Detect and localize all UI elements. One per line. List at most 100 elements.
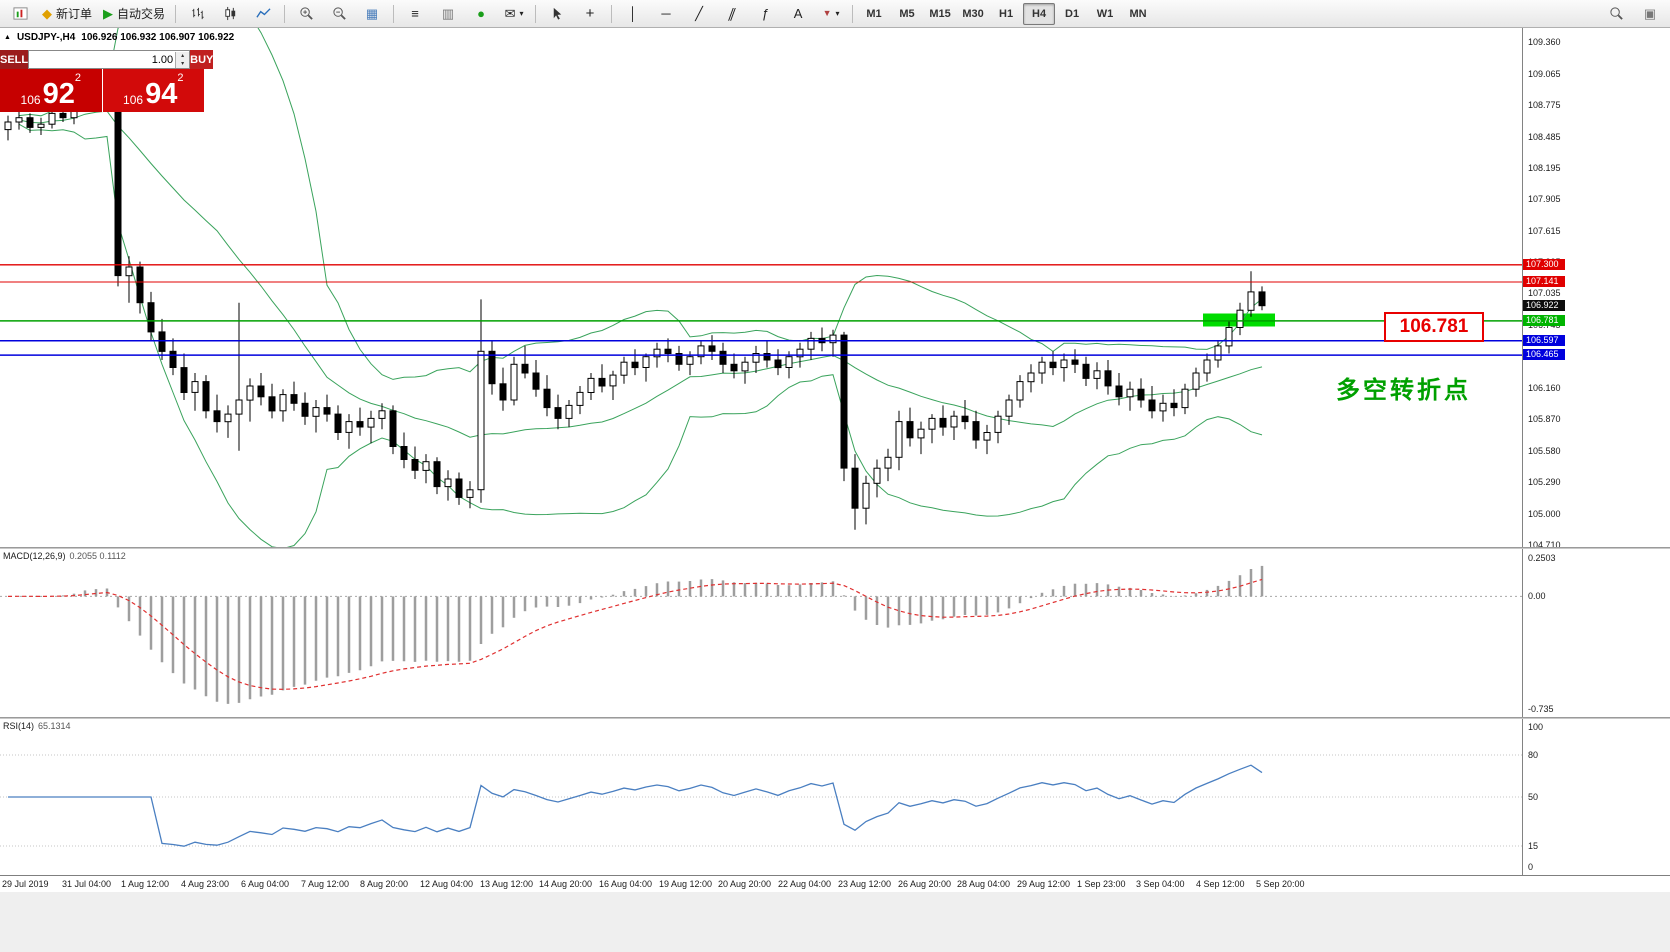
- arrows-tool-button[interactable]: ▼ ▾: [815, 2, 847, 26]
- main-toolbar: ◆ 新订单 ▶ 自动交易 ▦ ≡ ▥: [0, 0, 1670, 28]
- price-annotation-box[interactable]: 106.781: [1384, 312, 1484, 342]
- buy-button[interactable]: BUY: [190, 50, 213, 69]
- chart-note-text[interactable]: 多空转折点: [1336, 370, 1471, 405]
- price-tag-label: 107.300: [1523, 259, 1565, 270]
- rsi-panel: RSI(14)65.1314: [0, 719, 1522, 875]
- chevron-down-icon: ▾: [519, 10, 523, 18]
- search-button[interactable]: [1600, 2, 1632, 26]
- price-tag-label: 106.781: [1523, 315, 1565, 326]
- autotrading-button[interactable]: ▶ 自动交易: [98, 2, 170, 26]
- timeframe-button-d1[interactable]: D1: [1056, 3, 1088, 25]
- vertical-line-button[interactable]: │: [617, 2, 649, 26]
- zoom-out-icon: [332, 6, 347, 21]
- buy-price-big-digits: 94: [145, 80, 177, 109]
- volume-input[interactable]: [29, 53, 175, 67]
- cursor-button[interactable]: [541, 2, 573, 26]
- volume-decrease-button[interactable]: ▾: [176, 60, 189, 68]
- autotrading-label: 自动交易: [117, 5, 165, 22]
- time-axis-label: 4 Sep 12:00: [1196, 879, 1245, 889]
- macd-tick: 0.2503: [1528, 553, 1556, 563]
- sell-button[interactable]: SELL: [0, 50, 28, 69]
- price-axis[interactable]: 109.360109.065108.775108.485108.195107.9…: [1522, 28, 1670, 547]
- macd-chart[interactable]: [0, 549, 1522, 717]
- crosshair-button[interactable]: +: [574, 2, 606, 26]
- timeframe-button-h1[interactable]: H1: [990, 3, 1022, 25]
- main-chart-panel: ▲ USDJPY-,H4 106.926 106.932 106.907 106…: [0, 28, 1522, 547]
- navigator-button[interactable]: ▥: [432, 2, 464, 26]
- horizontal-line-button[interactable]: ─: [650, 2, 682, 26]
- data-window-button[interactable]: ≡: [399, 2, 431, 26]
- time-axis-label: 31 Jul 04:00: [62, 879, 111, 889]
- sell-price-prefix: 106: [21, 93, 41, 107]
- collapse-arrow-icon[interactable]: ▲: [4, 34, 11, 41]
- zoom-out-button[interactable]: [323, 2, 355, 26]
- rsi-chart[interactable]: [0, 719, 1522, 875]
- timeframe-button-w1[interactable]: W1: [1089, 3, 1121, 25]
- timeframe-button-mn[interactable]: MN: [1122, 3, 1154, 25]
- trendline-button[interactable]: ╱: [683, 2, 715, 26]
- time-axis-label: 6 Aug 04:00: [241, 879, 289, 889]
- time-axis-label: 12 Aug 04:00: [420, 879, 473, 889]
- symbol-name: USDJPY-,H4: [17, 32, 75, 43]
- time-axis-label: 3 Sep 04:00: [1136, 879, 1185, 889]
- zoom-in-button[interactable]: [290, 2, 322, 26]
- price-tick: 105.580: [1528, 446, 1561, 456]
- autoscroll-button[interactable]: ●: [465, 2, 497, 26]
- price-tick: 105.870: [1528, 414, 1561, 424]
- candlestick-chart-button[interactable]: [214, 2, 246, 26]
- timeframe-button-h4[interactable]: H4: [1023, 3, 1055, 25]
- toolbar-separator: [393, 5, 394, 23]
- timeframe-button-m30[interactable]: M30: [957, 3, 989, 25]
- chart-window-button[interactable]: ▣: [1634, 2, 1666, 26]
- channel-button[interactable]: ∥: [716, 2, 748, 26]
- data-window-icon: ≡: [411, 7, 419, 20]
- toolbar-separator: [535, 5, 536, 23]
- new-order-label: 新订单: [56, 5, 92, 22]
- macd-label: MACD(12,26,9)0.2055 0.1112: [3, 551, 126, 561]
- candlestick-chart[interactable]: [0, 28, 1522, 547]
- text-tool-icon: A: [794, 7, 803, 20]
- price-tick: 109.065: [1528, 69, 1561, 79]
- timeframe-button-m5[interactable]: M5: [891, 3, 923, 25]
- time-axis-label: 23 Aug 12:00: [838, 879, 891, 889]
- time-axis[interactable]: 29 Jul 201931 Jul 04:001 Aug 12:004 Aug …: [0, 875, 1670, 892]
- rsi-label: RSI(14)65.1314: [3, 721, 71, 731]
- vertical-line-icon: │: [629, 7, 637, 20]
- price-tick: 107.905: [1528, 194, 1561, 204]
- time-axis-label: 1 Aug 12:00: [121, 879, 169, 889]
- cursor-icon: [550, 6, 565, 21]
- alerts-button[interactable]: ✉ ▾: [498, 2, 530, 26]
- bar-chart-button[interactable]: [181, 2, 213, 26]
- sell-price-pip: 2: [75, 73, 81, 84]
- sell-price-button[interactable]: 106 92 2: [0, 69, 103, 112]
- volume-spinner: ▴ ▾: [175, 52, 189, 68]
- toolbar-separator: [611, 5, 612, 23]
- fibonacci-button[interactable]: ƒ: [749, 2, 781, 26]
- time-axis-label: 28 Aug 04:00: [957, 879, 1010, 889]
- tile-windows-button[interactable]: ▦: [356, 2, 388, 26]
- horizontal-line-icon: ─: [661, 7, 670, 20]
- rsi-tick: 0: [1528, 862, 1533, 872]
- price-tag-label: 106.597: [1523, 335, 1565, 346]
- text-tool-button[interactable]: A: [782, 2, 814, 26]
- price-tick: 108.485: [1528, 132, 1561, 142]
- timeframe-button-m15[interactable]: M15: [924, 3, 956, 25]
- sell-price-big-digits: 92: [43, 80, 75, 109]
- time-axis-label: 29 Jul 2019: [2, 879, 49, 889]
- buy-price-button[interactable]: 106 94 2: [103, 69, 205, 112]
- price-tag-label: 107.141: [1523, 276, 1565, 287]
- time-axis-label: 7 Aug 12:00: [301, 879, 349, 889]
- toolbar-separator: [175, 5, 176, 23]
- volume-increase-button[interactable]: ▴: [176, 52, 189, 60]
- new-chart-button[interactable]: [4, 2, 36, 26]
- timeframe-group: M1M5M15M30H1H4D1W1MN: [858, 3, 1154, 25]
- rsi-tick: 80: [1528, 750, 1538, 760]
- timeframe-button-m1[interactable]: M1: [858, 3, 890, 25]
- toolbar-separator: [284, 5, 285, 23]
- new-order-button[interactable]: ◆ 新订单: [37, 2, 97, 26]
- line-chart-button[interactable]: [247, 2, 279, 26]
- chevron-down-icon: ▾: [835, 10, 839, 18]
- mt4-window: ◆ 新订单 ▶ 自动交易 ▦ ≡ ▥: [0, 0, 1670, 952]
- rsi-tick: 15: [1528, 841, 1538, 851]
- one-click-trading-widget: SELL ▴ ▾ BUY 106 92 2 106: [0, 50, 204, 112]
